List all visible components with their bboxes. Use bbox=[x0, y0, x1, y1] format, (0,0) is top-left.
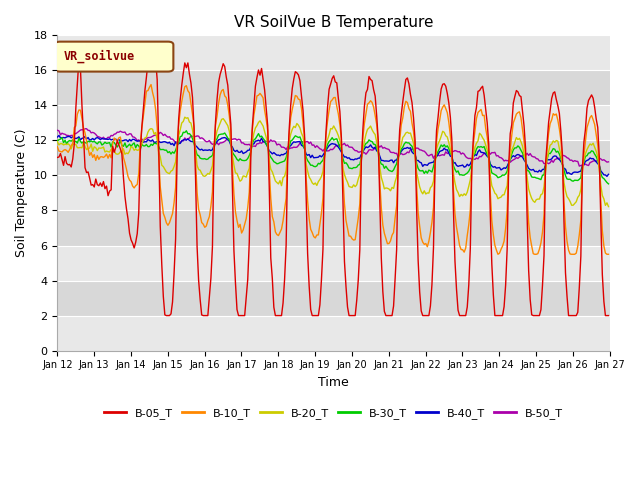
B-30_T bbox=[238, 157, 246, 163]
B-30_T bbox=[605, 181, 612, 187]
B-10_T bbox=[494, 252, 502, 257]
B-40_T bbox=[575, 169, 583, 175]
Y-axis label: Soil Temperature (C): Soil Temperature (C) bbox=[15, 129, 28, 257]
B-20_T bbox=[238, 177, 246, 183]
B-50_T bbox=[575, 163, 583, 169]
Title: VR SoilVue B Temperature: VR SoilVue B Temperature bbox=[234, 15, 433, 30]
B-20_T bbox=[121, 151, 129, 157]
B-40_T bbox=[54, 134, 61, 140]
B-30_T bbox=[220, 131, 227, 137]
B-40_T bbox=[238, 148, 246, 154]
B-40_T bbox=[603, 173, 611, 179]
Line: B-40_T: B-40_T bbox=[58, 135, 609, 176]
B-50_T bbox=[238, 140, 246, 146]
B-05_T bbox=[150, 52, 158, 58]
B-30_T bbox=[182, 128, 190, 133]
B-10_T bbox=[147, 82, 155, 87]
X-axis label: Time: Time bbox=[318, 376, 349, 389]
B-10_T bbox=[238, 230, 246, 236]
B-50_T bbox=[577, 163, 585, 168]
Bar bbox=[58, 36, 610, 71]
B-50_T bbox=[81, 126, 89, 132]
Line: B-50_T: B-50_T bbox=[58, 129, 609, 166]
B-10_T bbox=[247, 145, 255, 151]
Legend: B-05_T, B-10_T, B-20_T, B-30_T, B-40_T, B-50_T: B-05_T, B-10_T, B-20_T, B-30_T, B-40_T, … bbox=[99, 404, 568, 423]
B-40_T bbox=[123, 137, 131, 143]
Line: B-10_T: B-10_T bbox=[58, 84, 609, 254]
Line: B-30_T: B-30_T bbox=[58, 131, 609, 184]
Bar bbox=[58, 315, 610, 350]
B-30_T bbox=[247, 149, 255, 155]
B-30_T bbox=[121, 140, 129, 146]
Text: VR_soilvue: VR_soilvue bbox=[64, 50, 135, 63]
B-30_T bbox=[54, 138, 61, 144]
Bar bbox=[58, 280, 610, 315]
B-50_T bbox=[605, 159, 612, 165]
B-20_T bbox=[296, 125, 304, 131]
B-20_T bbox=[575, 192, 583, 198]
B-10_T bbox=[605, 252, 612, 257]
Bar bbox=[58, 245, 610, 280]
B-05_T bbox=[163, 312, 170, 318]
B-05_T bbox=[239, 312, 247, 318]
Bar bbox=[58, 141, 610, 176]
B-50_T bbox=[247, 143, 255, 149]
B-20_T bbox=[247, 150, 255, 156]
B-10_T bbox=[54, 144, 61, 150]
B-40_T bbox=[247, 144, 255, 150]
Bar bbox=[58, 71, 610, 106]
B-40_T bbox=[296, 139, 304, 144]
B-05_T bbox=[248, 123, 256, 129]
Line: B-20_T: B-20_T bbox=[58, 117, 609, 206]
B-50_T bbox=[220, 139, 227, 145]
B-20_T bbox=[181, 114, 189, 120]
FancyBboxPatch shape bbox=[54, 42, 173, 72]
B-20_T bbox=[220, 116, 227, 121]
B-10_T bbox=[121, 160, 129, 166]
B-30_T bbox=[296, 134, 304, 140]
B-05_T bbox=[577, 253, 585, 259]
B-10_T bbox=[220, 86, 227, 92]
B-05_T bbox=[121, 193, 129, 199]
B-10_T bbox=[577, 217, 585, 223]
B-05_T bbox=[298, 93, 305, 99]
B-40_T bbox=[220, 135, 227, 141]
Bar bbox=[58, 106, 610, 141]
B-05_T bbox=[54, 155, 61, 160]
B-10_T bbox=[296, 97, 304, 103]
B-20_T bbox=[54, 139, 61, 144]
B-50_T bbox=[123, 132, 131, 138]
B-50_T bbox=[54, 127, 61, 133]
B-05_T bbox=[605, 312, 612, 318]
B-40_T bbox=[55, 132, 63, 138]
B-50_T bbox=[296, 140, 304, 146]
Bar bbox=[58, 211, 610, 245]
B-30_T bbox=[575, 177, 583, 182]
B-05_T bbox=[221, 64, 228, 70]
Bar bbox=[58, 176, 610, 211]
B-40_T bbox=[605, 171, 612, 177]
Line: B-05_T: B-05_T bbox=[58, 55, 609, 315]
B-20_T bbox=[605, 204, 612, 209]
